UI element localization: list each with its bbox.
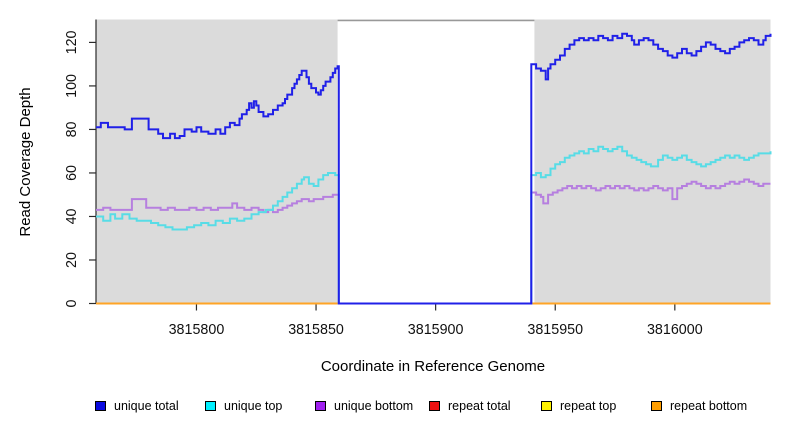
legend-label: unique total: [114, 399, 179, 413]
series-lines: [96, 32, 772, 305]
shaded-coverage-panels: [96, 19, 771, 305]
x-axis-title: Coordinate in Reference Genome: [321, 358, 545, 375]
legend-swatch-repeat-total: [429, 401, 440, 411]
legend-swatch-repeat-top: [541, 401, 552, 411]
x-tick-label: 3815850: [288, 322, 344, 338]
legend-item-unique-top: unique top: [205, 399, 282, 413]
covered-region-panel: [534, 19, 771, 305]
series-line-unique-top: [96, 145, 772, 305]
x-tick-label: 3816000: [647, 322, 703, 338]
legend-label: repeat top: [560, 399, 617, 413]
y-tick-label: 100: [64, 74, 80, 98]
x-tick-label: 3815800: [169, 322, 225, 338]
legend-label: repeat bottom: [670, 399, 748, 413]
y-tick-label: 80: [64, 121, 80, 137]
x-tick-label: 3815950: [527, 322, 583, 338]
legend-swatch-unique-bottom: [315, 401, 326, 411]
axes: 0 20 40 60 80 100 120 3815800 3815850 3815900 3815…: [64, 19, 771, 338]
y-tick-label: 20: [64, 252, 80, 268]
y-tick-label: 40: [64, 208, 80, 224]
legend-item-unique-total: unique total: [95, 399, 179, 413]
legend-label: repeat total: [448, 399, 511, 413]
y-axis-title: Read Coverage Depth: [17, 87, 34, 236]
legend-item-repeat-bottom: repeat bottom: [651, 399, 747, 413]
series-line-unique-bottom: [96, 178, 771, 305]
legend-swatch-unique-total: [95, 401, 106, 411]
legend-label: unique top: [224, 399, 283, 413]
legend-item-repeat-top: repeat top: [541, 399, 616, 413]
legend-swatch-unique-top: [205, 401, 216, 411]
legend-item-unique-bottom: unique bottom: [315, 399, 413, 413]
covered-region-panel: [96, 19, 338, 305]
series-line-unique-total: [96, 32, 772, 305]
x-tick-label: 3815900: [408, 322, 464, 338]
y-tick-label: 60: [64, 165, 80, 181]
y-tick-label: 0: [64, 299, 80, 307]
y-tick-label: 120: [64, 30, 80, 54]
legend-label: unique bottom: [334, 399, 414, 413]
legend-swatch-repeat-bottom: [651, 401, 662, 411]
legend-item-repeat-total: repeat total: [429, 399, 511, 413]
